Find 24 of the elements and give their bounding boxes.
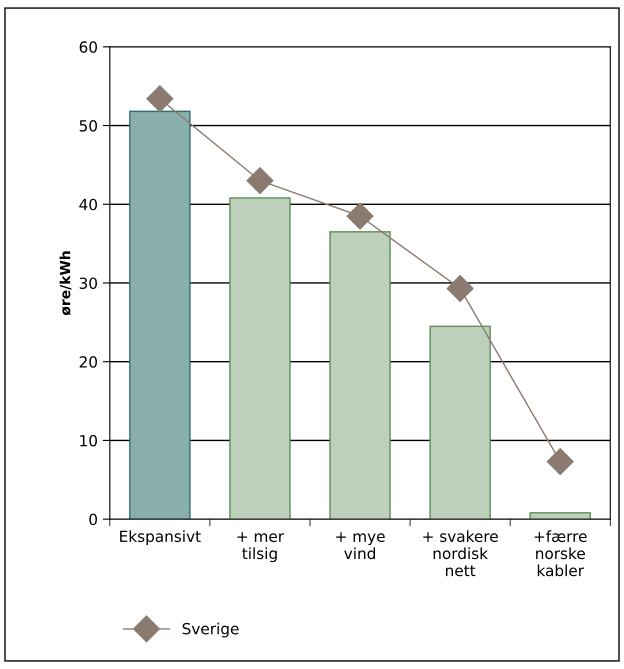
- bar: [129, 110, 191, 520]
- x-tick-label: +færre norske kabler: [534, 530, 587, 576]
- y-tick-label: 50: [80, 120, 98, 132]
- x-tick-label: + svakere nordisk nett: [423, 530, 498, 576]
- bar: [329, 231, 391, 520]
- y-tick-label: 60: [80, 41, 98, 53]
- y-tick-label: 40: [79, 198, 98, 210]
- point: [446, 275, 474, 302]
- y-tick-label: 10: [80, 434, 98, 446]
- x-tick-label: Ekspansivt: [120, 530, 201, 546]
- point: [146, 85, 174, 112]
- bar: [429, 326, 491, 520]
- x-tick-label: + mer tilsig: [237, 532, 284, 562]
- legend-label: Sverige: [182, 622, 239, 638]
- point: [546, 448, 574, 476]
- bar: [229, 197, 291, 520]
- point: [246, 167, 274, 194]
- y-tick-label: 20: [80, 356, 98, 368]
- bar: [530, 512, 591, 520]
- y-tick-label: 30: [80, 277, 98, 290]
- x-tick-label: + mye vind: [336, 532, 385, 560]
- point: [346, 202, 374, 230]
- y-axis-title: øre/kWh: [60, 251, 72, 316]
- y-tick-label: 0: [89, 514, 98, 526]
